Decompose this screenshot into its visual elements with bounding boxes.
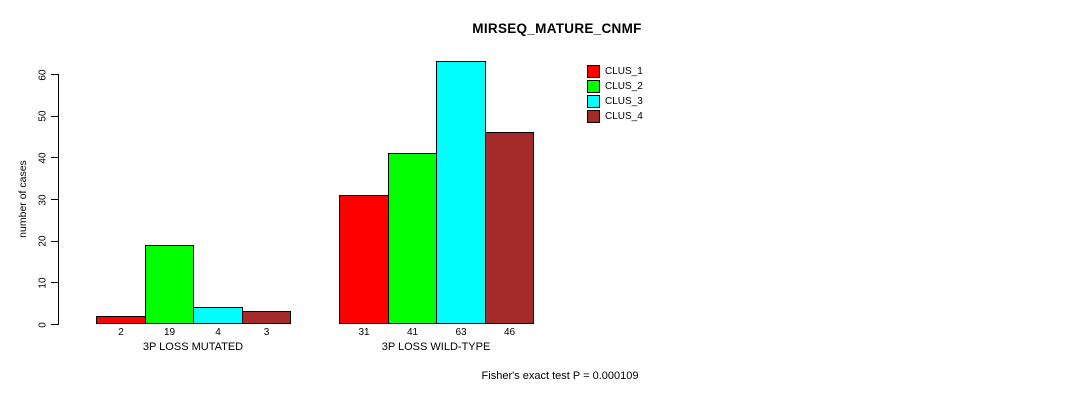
y-tick [51,240,58,242]
chart-title: MIRSEQ_MATURE_CNMF [472,21,642,36]
y-tick [51,199,58,200]
category-label: 3P LOSS MUTATED [142,341,244,353]
bar-clus_3-1 [193,307,243,324]
legend-swatch-icon [587,65,600,78]
bar-clus_4-1 [242,311,291,324]
legend-label: CLUS_1 [605,66,643,77]
bar-value-label: 3 [263,327,270,338]
bar-value-label: 46 [503,327,516,338]
y-tick-label: 50 [37,110,49,122]
legend-item-clus_2: CLUS_2 [587,79,643,94]
legend-swatch-icon [587,80,600,93]
bar-value-label: 4 [215,327,221,338]
y-tick-label: 60 [37,68,49,81]
category-label: 3P LOSS WILD-TYPE [381,341,491,353]
bar-value-label: 63 [455,327,467,338]
legend: CLUS_1 CLUS_2 CLUS_3 CLUS_4 [587,64,643,124]
bar-value-label: 2 [118,327,124,338]
y-tick [51,282,58,284]
bar-clus_4-2 [485,132,534,324]
y-axis-title: number of cases [17,160,29,238]
legend-item-clus_1: CLUS_1 [587,64,643,79]
y-tick [51,74,58,75]
y-tick [51,115,58,117]
fisher-test-annotation: Fisher's exact test P = 0.000109 [481,370,639,382]
legend-item-clus_4: CLUS_4 [587,109,643,124]
bar-clus_3-2 [436,61,486,324]
y-tick-label: 40 [37,152,49,164]
legend-label: CLUS_3 [605,96,643,107]
y-tick [51,157,58,159]
legend-label: CLUS_2 [605,81,643,92]
bar-value-label: 31 [358,327,370,338]
bar-value-label: 19 [163,327,176,338]
y-axis-line [58,74,59,325]
bar-clus_2-2 [388,153,437,324]
legend-item-clus_3: CLUS_3 [587,94,643,109]
y-tick-label: 0 [37,321,49,328]
legend-label: CLUS_4 [605,111,643,122]
y-tick-label: 30 [37,193,49,206]
bar-value-label: 41 [406,327,419,338]
y-tick-label: 10 [37,277,49,289]
legend-swatch-icon [587,95,600,108]
y-tick [51,324,58,325]
y-tick-label: 20 [37,235,49,247]
bar-clus_1-2 [339,195,389,324]
bar-clus_1-1 [96,316,146,324]
legend-swatch-icon [587,110,600,123]
bar-clus_2-1 [145,245,194,324]
